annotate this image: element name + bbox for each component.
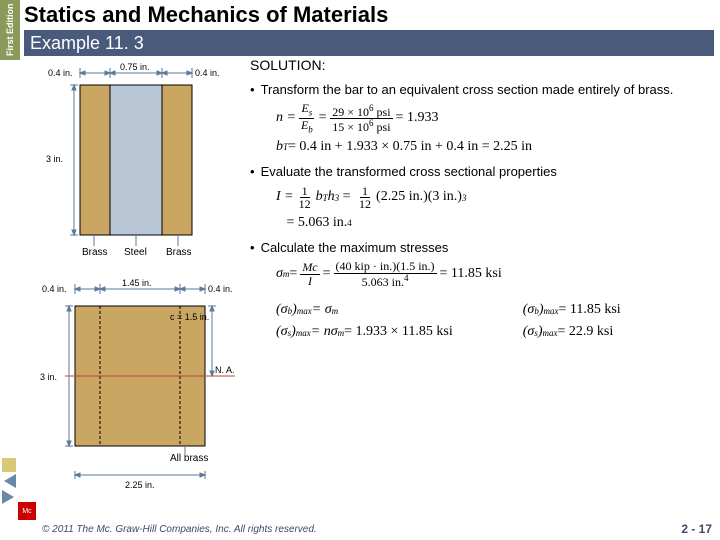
next-icon[interactable] (2, 490, 16, 504)
footer: © 2011 The Mc. Graw-Hill Companies, Inc.… (18, 522, 712, 536)
nav-icons (2, 456, 20, 506)
bullet-2: • Evaluate the transformed cross section… (250, 163, 710, 181)
svg-text:N. A.: N. A. (215, 365, 235, 375)
publisher-logo: Mc (18, 502, 36, 520)
svg-text:1.45 in.: 1.45 in. (122, 278, 152, 288)
example-heading: Example 11. 3 (24, 30, 714, 56)
svg-text:3 in.: 3 in. (40, 372, 57, 382)
bullet-1-text: Transform the bar to an equivalent cross… (261, 81, 674, 99)
book-title: Statics and Mechanics of Materials (24, 2, 388, 28)
eq-modular-ratio: n = EsEb = 29 × 106 psi15 × 106 psi = 1.… (276, 102, 710, 157)
bullet-1: • Transform the bar to an equivalent cro… (250, 81, 710, 99)
svg-text:All brass: All brass (170, 453, 208, 464)
bullet-dot: • (250, 81, 255, 99)
bullet-dot: • (250, 239, 255, 257)
bullet-3: • Calculate the maximum stresses (250, 239, 710, 257)
svg-text:0.4 in.: 0.4 in. (48, 68, 73, 78)
bullet-2-text: Evaluate the transformed cross sectional… (261, 163, 557, 181)
svg-text:0.4 in.: 0.4 in. (208, 284, 233, 294)
bullet-dot: • (250, 163, 255, 181)
svg-text:2.25 in.: 2.25 in. (125, 480, 155, 490)
svg-text:Steel: Steel (124, 247, 147, 258)
svg-text:0.75 in.: 0.75 in. (120, 62, 150, 72)
svg-text:Brass: Brass (82, 247, 108, 258)
figure-composite-bar: 0.4 in. 0.75 in. 0.4 in. 3 in. Brass Ste… (40, 60, 220, 265)
eq-moment-inertia: I = 112 bTh3 = 112 (2.25 in.)(3 in.)3 = … (276, 185, 710, 233)
bullet-3-text: Calculate the maximum stresses (261, 239, 449, 257)
solution-content: SOLUTION: • Transform the bar to an equi… (250, 56, 710, 351)
solution-heading: SOLUTION: (250, 56, 710, 75)
figure-transformed-bar: 0.4 in. 1.45 in. 0.4 in. N. A. c = 1.5 i… (40, 276, 240, 496)
prev-icon[interactable] (2, 474, 16, 488)
edition-tab: First Edition (0, 0, 20, 60)
svg-text:Brass: Brass (166, 247, 192, 258)
eq-component-stresses: (σb)max = σm (σs)max = nσm = 1.933 × 11.… (276, 298, 710, 345)
eq-max-stress: σm = McI = (40 kip · in.)(1.5 in.)5.063 … (276, 260, 710, 288)
svg-text:c = 1.5 in.: c = 1.5 in. (170, 312, 209, 322)
svg-text:0.4 in.: 0.4 in. (42, 284, 67, 294)
page-number: 2 - 17 (681, 522, 712, 536)
home-icon[interactable] (2, 458, 16, 472)
svg-text:0.4 in.: 0.4 in. (195, 68, 220, 78)
svg-text:3 in.: 3 in. (46, 154, 63, 164)
figures-column: 0.4 in. 0.75 in. 0.4 in. 3 in. Brass Ste… (40, 60, 240, 501)
copyright-text: © 2011 The Mc. Graw-Hill Companies, Inc.… (42, 524, 317, 535)
